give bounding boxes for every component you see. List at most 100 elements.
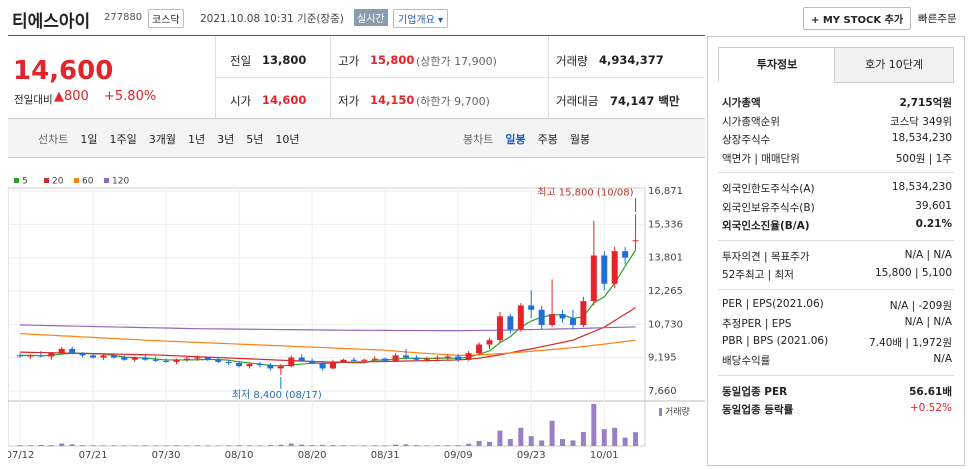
candle-body: [142, 357, 149, 360]
moving-average: [19, 307, 636, 363]
legend-swatch: [14, 178, 19, 183]
volume-bar: [121, 445, 127, 446]
candle-body: [319, 362, 326, 369]
info-row: 시가총액순위 코스닥 349위: [722, 114, 952, 132]
candle-body: [569, 318, 576, 325]
info-row: 배당수익률 N/A: [722, 353, 952, 371]
divider: [216, 77, 705, 78]
moving-average: [19, 333, 636, 356]
x-tick-label: 09/09: [444, 450, 473, 461]
info-value: 39,601: [915, 199, 952, 212]
divider: [215, 36, 216, 118]
volume-bar: [174, 445, 179, 446]
candle-body: [79, 353, 86, 356]
volume-bar: [601, 429, 607, 446]
overview-button[interactable]: 기업개요 ▾: [393, 9, 449, 28]
toolbar-button[interactable]: 1일: [80, 133, 98, 146]
y-tick-label: 12,265: [648, 286, 683, 297]
candle-body: [392, 355, 399, 361]
info-value: 500원 | 1주: [895, 152, 952, 165]
summary-label: 고가: [338, 54, 360, 68]
candle-body: [528, 305, 535, 310]
volume-bar: [549, 420, 555, 446]
candle-body: [27, 355, 34, 357]
overview-label: 기업개요: [398, 15, 435, 26]
x-tick-label: 07/21: [79, 450, 108, 461]
summary-sub: (상한가 17,900): [416, 55, 497, 68]
volume-bar: [570, 440, 576, 446]
candle-body: [611, 251, 618, 284]
info-value: N/A | N/A: [904, 248, 952, 261]
info-label: 시가총액: [722, 97, 761, 109]
volume-bar: [299, 444, 305, 446]
toolbar-button[interactable]: 1년: [188, 133, 206, 146]
tab[interactable]: 호가 10단계: [834, 47, 954, 83]
toolbar-button[interactable]: 일봉: [505, 133, 526, 146]
candle-body: [131, 357, 138, 360]
volume-bar: [59, 443, 65, 446]
info-value: N/A | N/A: [904, 316, 952, 328]
toolbar-button[interactable]: 1주일: [109, 133, 137, 146]
chart: 16,871 15,336 13,801 12,265 10,730 9,195 7,660…: [8, 177, 705, 461]
candle-body: [455, 356, 462, 360]
volume-bar: [330, 445, 336, 446]
mystock-button[interactable]: + MY STOCK 추가: [803, 7, 912, 30]
tab-active[interactable]: 투자정보: [718, 47, 836, 82]
y-tick-label: 16,871: [648, 186, 683, 197]
candle-body: [413, 357, 420, 360]
toolbar-button[interactable]: 월봉: [569, 133, 591, 146]
candle-body: [246, 364, 253, 367]
volume-bar: [27, 445, 33, 446]
volume-bar: [413, 445, 419, 446]
volume-bar: [372, 445, 378, 446]
summary-value: 74,147 백만: [610, 94, 680, 108]
info-label: 동일업종 PER: [722, 385, 788, 398]
candle-body: [444, 356, 451, 358]
info-label: 외국인보유주식수(B): [722, 201, 815, 214]
info-value: +0.52%: [909, 402, 952, 414]
toolbar-button[interactable]: 주봉: [537, 133, 558, 146]
candle-body: [17, 355, 23, 357]
volume-bar: [48, 445, 54, 446]
volume-bar: [518, 427, 524, 446]
candle-body: [423, 358, 430, 360]
rate: +5.80%: [104, 89, 157, 104]
candle-body: [517, 305, 524, 330]
summary-label: 전일: [230, 54, 252, 68]
info-row: 동일업종 등락률 +0.52%: [722, 402, 952, 420]
summary-label: 시가: [230, 94, 252, 108]
candle-body: [465, 353, 472, 360]
x-tick-label: 09/23: [517, 450, 546, 461]
volume-bar: [153, 445, 159, 446]
candle-body: [476, 344, 483, 354]
toolbar-button[interactable]: 3개월: [148, 133, 176, 146]
order-button[interactable]: 빠른주문: [918, 13, 957, 25]
legend-swatch: [44, 178, 49, 183]
summary-label: 저가: [338, 94, 360, 108]
x-tick-label: 08/31: [371, 450, 400, 461]
candle-body: [361, 359, 368, 361]
candle-body: [330, 361, 336, 369]
x-tick-label: 10/01: [590, 450, 619, 461]
toolbar-button[interactable]: 5년: [246, 133, 264, 146]
candle-body: [121, 357, 128, 360]
info-row: 외국인소진율(B/A) 0.21%: [722, 218, 952, 236]
candle-body: [496, 316, 503, 341]
stock-name: 티에스아이: [12, 12, 91, 32]
volume-bar: [560, 439, 566, 446]
candle-body: [538, 309, 545, 325]
y-tick-label: 15,336: [648, 219, 683, 230]
volume-bar: [580, 432, 586, 446]
info-row: 시가총액 2,715억원: [722, 95, 952, 113]
info-value: 18,534,230: [891, 132, 952, 144]
volume-bar: [309, 445, 315, 446]
info-row: 상장주식수 18,534,230: [722, 132, 952, 150]
volume-bar: [476, 440, 482, 446]
candle-body: [434, 357, 441, 359]
candle-body: [194, 357, 201, 359]
info-row: 동일업종 PER 56.61배: [722, 384, 952, 402]
toolbar-button[interactable]: 3년: [217, 133, 235, 146]
toolbar-button[interactable]: 10년: [275, 133, 300, 146]
summary-value: 14,150: [370, 93, 415, 107]
